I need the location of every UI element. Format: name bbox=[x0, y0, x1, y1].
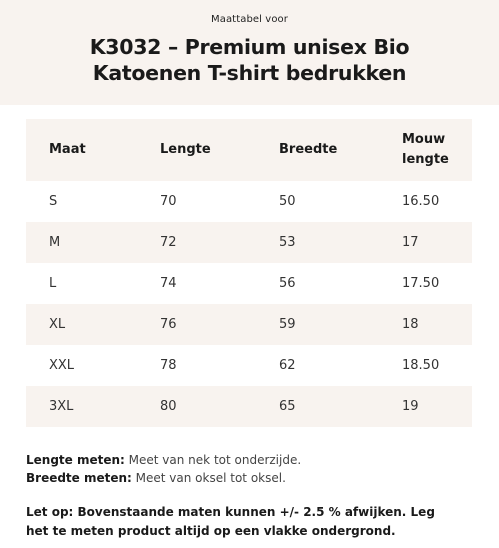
cell-breedte: 62 bbox=[279, 358, 296, 373]
cell-mouwlengte: 18 bbox=[402, 317, 419, 332]
cell-maat: XXL bbox=[49, 358, 75, 373]
table-row: XXL 78 62 18.50 bbox=[26, 345, 472, 386]
cell-lengte: 70 bbox=[160, 194, 177, 209]
page-title: K3032 – Premium unisex Bio Katoenen T-sh… bbox=[0, 34, 499, 86]
length-note-label: Lengte meten: bbox=[26, 453, 125, 467]
width-note: Breedte meten: Meet van oksel tot oksel. bbox=[26, 469, 476, 487]
cell-breedte: 59 bbox=[279, 317, 296, 332]
table-row: S 70 50 16.50 bbox=[26, 181, 472, 222]
width-note-text: Meet van oksel tot oksel. bbox=[135, 471, 286, 485]
cell-maat: L bbox=[49, 276, 57, 291]
column-header-lengte-2: lengte bbox=[402, 152, 449, 167]
size-table: Maat Lengte Breedte Mouw lengte S 70 50 … bbox=[26, 119, 472, 427]
table-row: XL 76 59 18 bbox=[26, 304, 472, 345]
measure-notes: Lengte meten: Meet van nek tot onderzijd… bbox=[26, 451, 476, 487]
warning-line-2: het te meten product altijd op een vlakk… bbox=[26, 524, 396, 538]
cell-maat: M bbox=[49, 235, 61, 250]
cell-breedte: 56 bbox=[279, 276, 296, 291]
table-header-row: Maat Lengte Breedte Mouw lengte bbox=[26, 119, 472, 181]
table-row: M 72 53 17 bbox=[26, 222, 472, 263]
cell-maat: 3XL bbox=[49, 399, 74, 414]
title-line-1: K3032 – Premium unisex Bio bbox=[89, 35, 410, 59]
cell-breedte: 50 bbox=[279, 194, 296, 209]
cell-mouwlengte: 18.50 bbox=[402, 358, 440, 373]
cell-lengte: 80 bbox=[160, 399, 177, 414]
cell-lengte: 78 bbox=[160, 358, 177, 373]
length-note-text: Meet van nek tot onderzijde. bbox=[128, 453, 302, 467]
column-header-mouw: Mouw bbox=[402, 132, 446, 147]
column-header-mouwlengte: Mouw lengte bbox=[402, 119, 472, 181]
cell-maat: XL bbox=[49, 317, 66, 332]
warning-line-1: Let op: Bovenstaande maten kunnen +/- 2.… bbox=[26, 505, 435, 519]
cell-breedte: 65 bbox=[279, 399, 296, 414]
table-row: 3XL 80 65 19 bbox=[26, 386, 472, 427]
header: Maattabel voor K3032 – Premium unisex Bi… bbox=[0, 0, 499, 105]
column-header-lengte: Lengte bbox=[160, 142, 211, 157]
cell-breedte: 53 bbox=[279, 235, 296, 250]
column-header-maat: Maat bbox=[49, 142, 86, 157]
deviation-warning: Let op: Bovenstaande maten kunnen +/- 2.… bbox=[26, 503, 476, 541]
width-note-label: Breedte meten: bbox=[26, 471, 132, 485]
cell-maat: S bbox=[49, 194, 58, 209]
cell-mouwlengte: 17 bbox=[402, 235, 419, 250]
table-row: L 74 56 17.50 bbox=[26, 263, 472, 304]
cell-mouwlengte: 17.50 bbox=[402, 276, 440, 291]
cell-lengte: 76 bbox=[160, 317, 177, 332]
cell-lengte: 72 bbox=[160, 235, 177, 250]
title-line-2: Katoenen T-shirt bedrukken bbox=[92, 61, 407, 85]
column-header-breedte: Breedte bbox=[279, 142, 338, 157]
subtitle: Maattabel voor bbox=[211, 14, 288, 25]
length-note: Lengte meten: Meet van nek tot onderzijd… bbox=[26, 451, 476, 469]
cell-mouwlengte: 16.50 bbox=[402, 194, 440, 209]
cell-mouwlengte: 19 bbox=[402, 399, 419, 414]
cell-lengte: 74 bbox=[160, 276, 177, 291]
